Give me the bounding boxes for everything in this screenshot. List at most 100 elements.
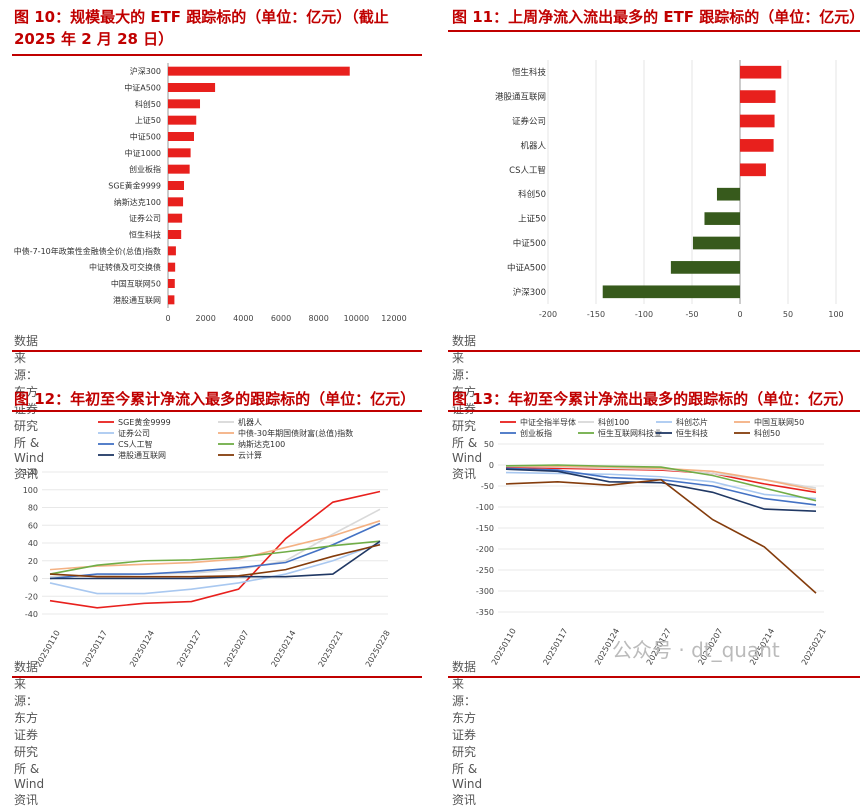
- tick-label: 20250117: [81, 629, 109, 669]
- category-label: 恒生科技: [129, 230, 161, 240]
- tick-label: 80: [28, 504, 38, 513]
- tick-label: -40: [25, 610, 38, 619]
- category-label: CS人工智: [509, 165, 546, 176]
- bar: [168, 115, 197, 125]
- tick-label: -50: [481, 482, 494, 491]
- series-line: [505, 466, 817, 494]
- tick-label: 120: [23, 468, 38, 477]
- tick-label: -150: [476, 524, 494, 533]
- bar: [168, 99, 201, 109]
- tick-label: 40: [28, 539, 38, 548]
- series-line: [49, 540, 381, 575]
- legend-label: 机器人: [238, 417, 262, 427]
- category-label: 上证50: [518, 215, 546, 225]
- category-label: 恒生科技: [512, 67, 547, 78]
- series-line: [505, 468, 817, 512]
- category-label: 中证转债及可交换债: [89, 262, 161, 272]
- tick-label: 60: [28, 521, 38, 530]
- series-line: [49, 490, 381, 609]
- legend-label: 中证全指半导体: [520, 417, 576, 427]
- category-label: 证券公司: [512, 116, 546, 127]
- bottom-rule: [448, 350, 860, 352]
- bar: [168, 148, 191, 158]
- tick-label: 10000: [344, 314, 369, 323]
- tick-label: -250: [476, 566, 494, 575]
- legend-label: 科创50: [754, 428, 780, 438]
- series-line: [49, 520, 381, 571]
- panel-title: 图 12：年初至今累计净流入最多的跟踪标的（单位：亿元）: [14, 390, 416, 408]
- category-label: 创业板指: [129, 164, 161, 174]
- series-line: [49, 542, 381, 595]
- bar: [740, 65, 782, 79]
- bar: [168, 83, 216, 92]
- category-label: 纳斯达克100: [114, 197, 161, 207]
- tick-label: 20: [28, 557, 38, 566]
- bar-chart-fig10: 沪深300 中证A500 科创50 上证50 中证500 中证1000 创业板指 SGE黄金9…: [14, 63, 407, 323]
- category-label: 科创50: [518, 189, 546, 200]
- bar: [168, 213, 183, 223]
- tick-label: 100: [828, 310, 843, 319]
- tick-label: -50: [685, 310, 698, 319]
- tick-label: 20250117: [541, 627, 569, 667]
- series-line: [50, 540, 381, 580]
- bar: [740, 90, 776, 103]
- category-label: 中证500: [513, 238, 546, 249]
- panel-title: 图 11：上周净流入流出最多的 ETF 跟踪标的（单位：亿元）: [452, 8, 865, 26]
- series-line: [49, 522, 381, 580]
- bar: [168, 181, 185, 190]
- title-rule: [448, 30, 860, 32]
- category-label: 中证1000: [125, 148, 161, 158]
- tick-label: 20250124: [128, 629, 156, 669]
- tick-label: 20250207: [222, 629, 250, 669]
- category-label: 中国互联网50: [111, 279, 161, 289]
- bar: [740, 114, 775, 128]
- bar: [168, 295, 175, 305]
- tick-label: -150: [587, 310, 605, 319]
- category-label: 港股通互联网: [113, 295, 161, 305]
- category-label: 科创50: [135, 99, 161, 109]
- tick-label: 20250228: [364, 629, 392, 669]
- legend-label: 科创100: [598, 417, 629, 427]
- bar: [670, 261, 740, 274]
- bottom-rule: [448, 676, 860, 678]
- panel-title: 图 13：年初至今累计净流出最多的跟踪标的（单位：亿元）: [452, 390, 854, 408]
- source-note: 数据来源：东方证券研究所 & Wind 资讯: [452, 334, 483, 481]
- legend-label: SGE黄金9999: [118, 417, 171, 427]
- title-rule: [12, 410, 422, 412]
- title-rule: [448, 410, 860, 412]
- tick-label: 8000: [308, 314, 328, 323]
- tick-label: 0: [165, 314, 170, 323]
- legend-label: 港股通互联网: [118, 450, 166, 460]
- bottom-rule: [12, 350, 422, 352]
- tick-label: 0: [737, 310, 742, 319]
- bar: [740, 139, 774, 152]
- category-label: 沪深300: [130, 66, 161, 76]
- tick-label: -200: [476, 545, 494, 554]
- tick-label: -300: [476, 587, 494, 596]
- series-line: [49, 543, 381, 578]
- bar: [168, 66, 350, 76]
- title-rule: [12, 54, 422, 56]
- category-label: 中证A500: [507, 262, 546, 273]
- tick-label: 0: [33, 575, 38, 584]
- source-note: 数据来源：东方证券研究所 & Wind 资讯: [14, 334, 45, 481]
- bar: [602, 285, 740, 299]
- tick-label: 12000: [381, 314, 406, 323]
- category-label: 港股通互联网: [495, 92, 546, 103]
- legend-label: 证券公司: [118, 428, 150, 438]
- legend-label: 纳斯达克100: [238, 439, 285, 449]
- legend-label: 恒生互联网科技业: [598, 428, 662, 438]
- bar: [168, 279, 175, 288]
- tick-label: 50: [484, 440, 494, 449]
- tick-label: -100: [635, 310, 653, 319]
- bar: [704, 212, 740, 225]
- bar: [168, 132, 194, 141]
- category-label: 机器人: [520, 140, 546, 151]
- tick-label: 100: [23, 486, 38, 495]
- tick-label: 20250127: [175, 629, 203, 669]
- tick-label: 20250214: [269, 629, 297, 669]
- bar: [168, 164, 190, 174]
- tick-label: 0: [489, 461, 494, 470]
